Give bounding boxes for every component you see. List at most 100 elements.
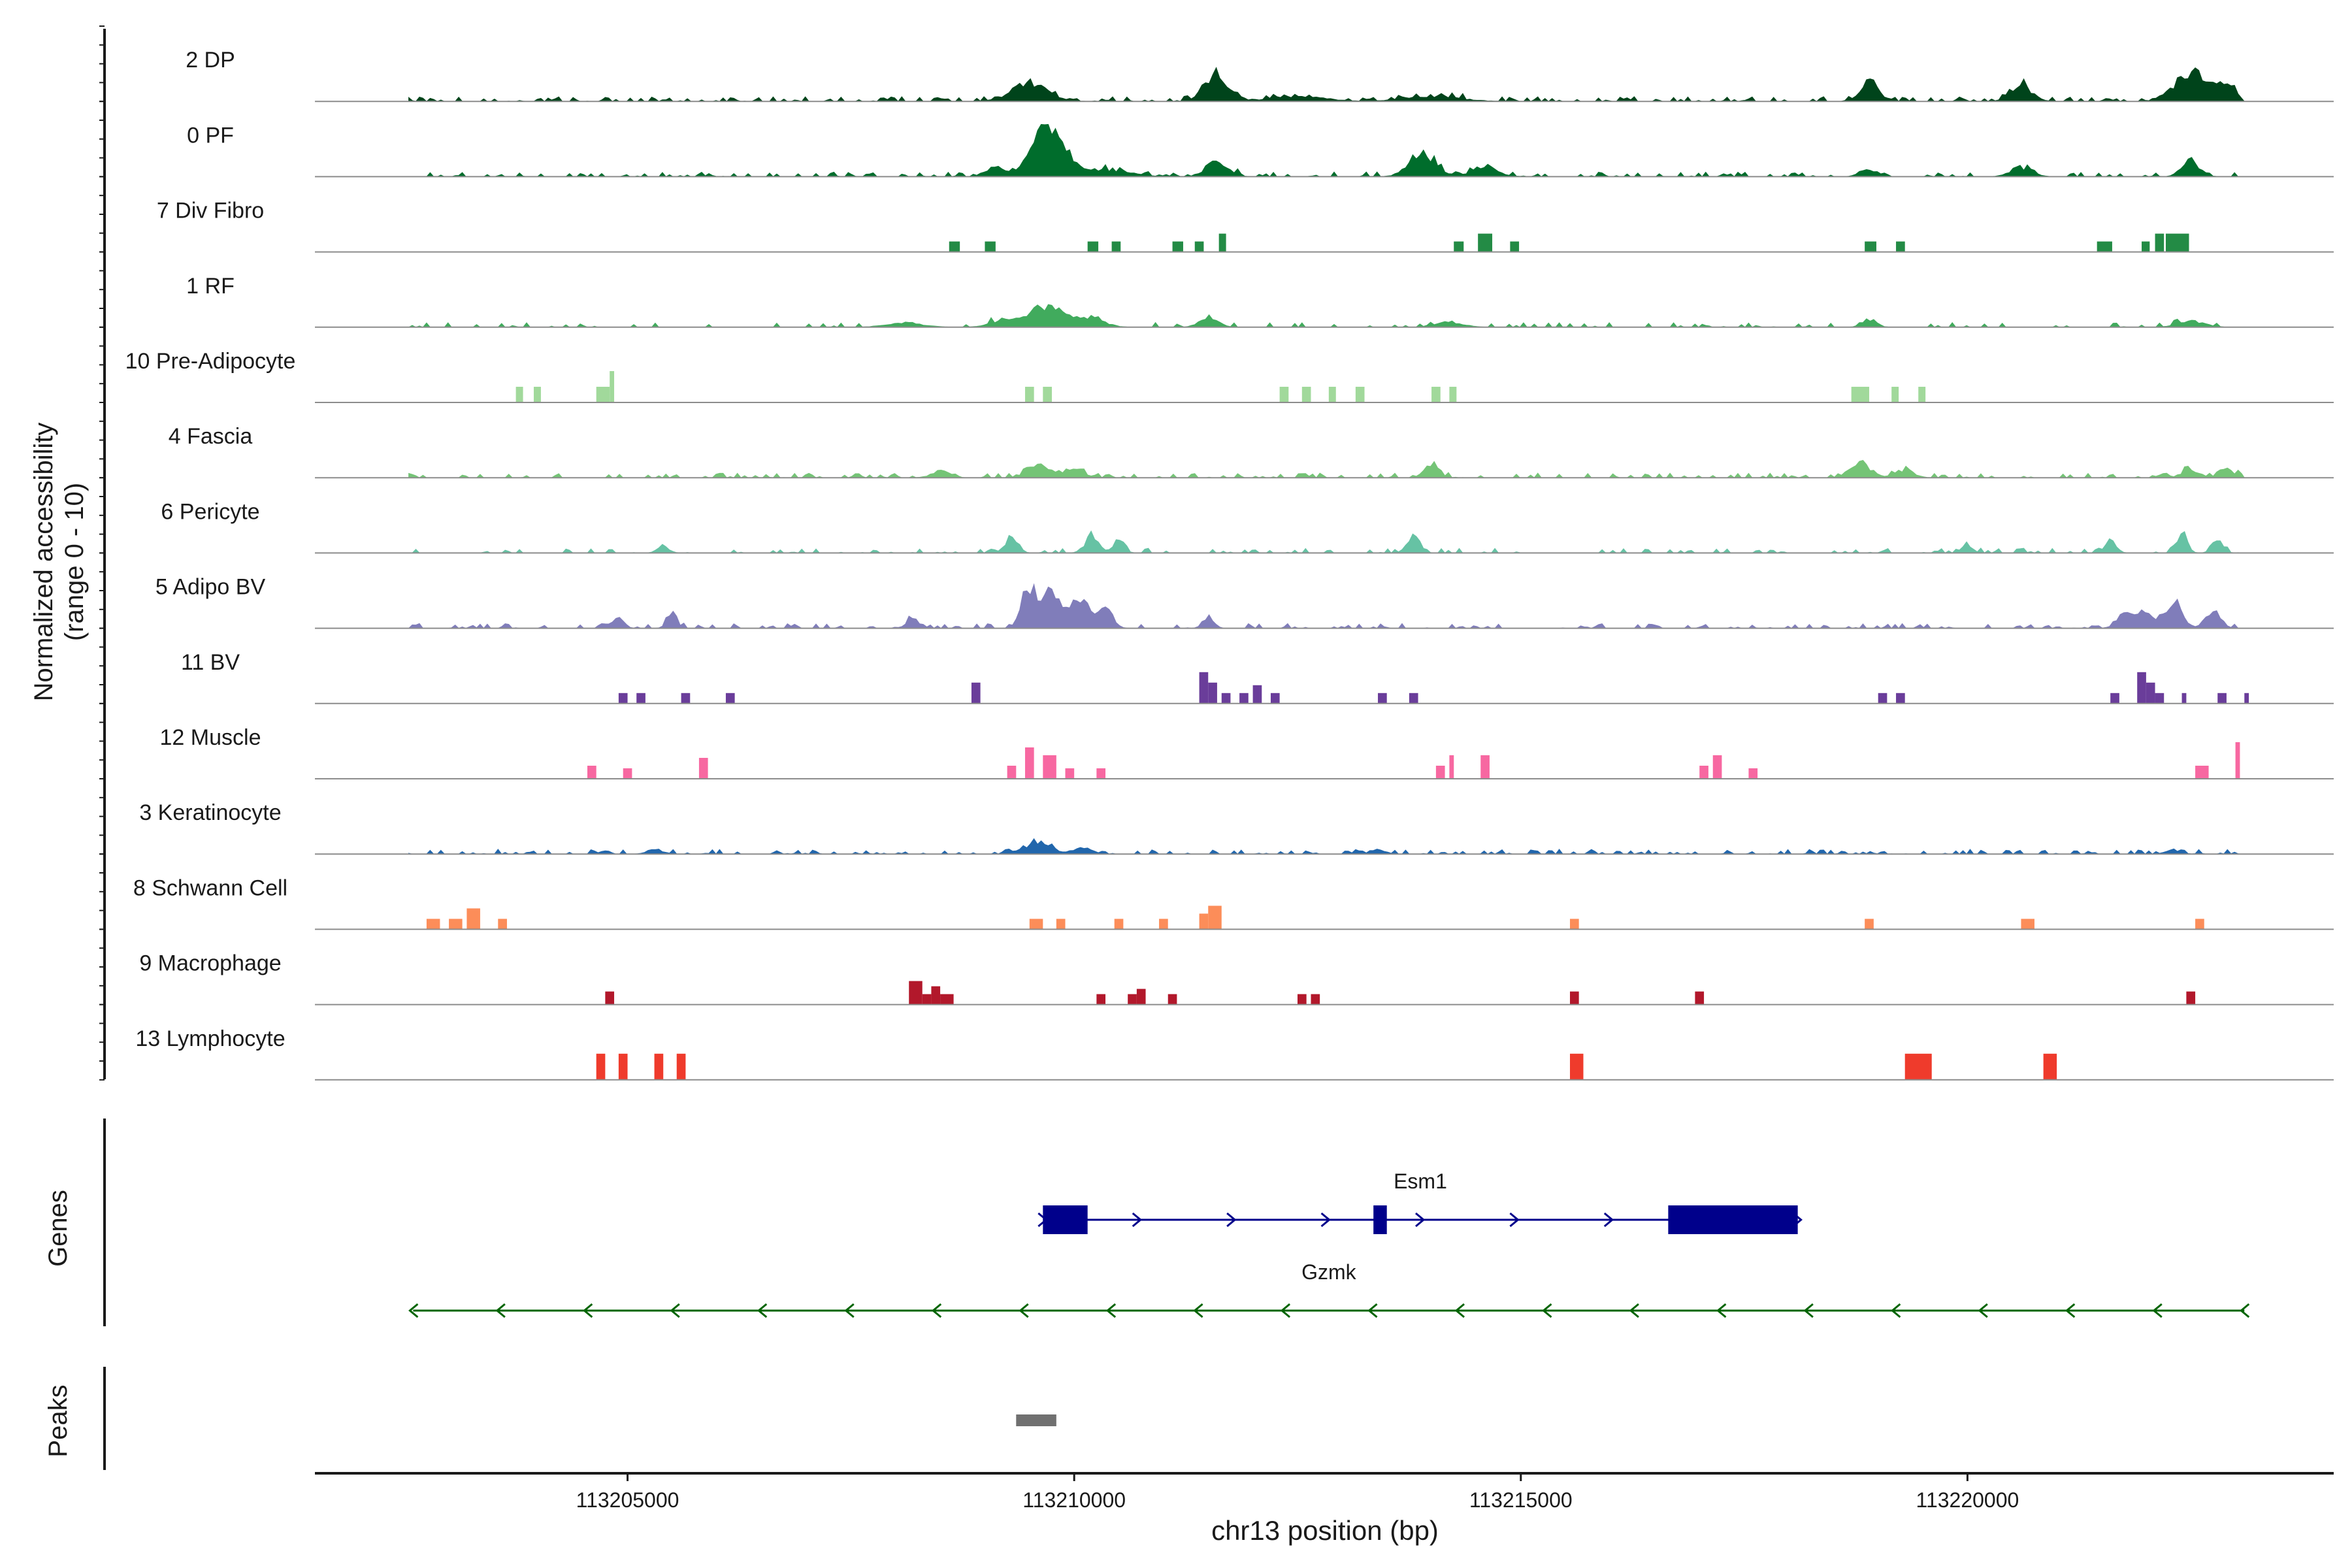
y-axis-title-line-1: Normalized accessibility xyxy=(29,423,58,702)
coverage-block xyxy=(1478,233,1493,252)
coverage-block xyxy=(2043,1053,2057,1080)
track-0-pf: 0 PF xyxy=(187,123,2334,178)
coverage-area xyxy=(408,304,2245,328)
coverage-block xyxy=(1208,906,1222,930)
coverage-block xyxy=(1431,387,1441,402)
coverage-block xyxy=(2186,991,2196,1005)
coverage-block xyxy=(1221,693,1231,704)
coverage-block xyxy=(2217,693,2227,704)
coverage-block xyxy=(1136,988,1146,1005)
coverage-block xyxy=(971,682,981,704)
strand-arrow xyxy=(2152,1303,2163,1318)
track-12-muscle: 12 Muscle xyxy=(160,725,2334,779)
strand-arrow xyxy=(1803,1303,1814,1318)
coverage-block xyxy=(1043,755,1056,779)
coverage-block xyxy=(1378,693,1387,704)
coverage-block xyxy=(949,241,960,252)
coverage-block xyxy=(909,981,923,1005)
coverage-block xyxy=(1056,919,1066,930)
coverage-block xyxy=(1454,241,1464,252)
coverage-block xyxy=(618,693,628,704)
coverage-block xyxy=(587,766,596,779)
strand-arrow xyxy=(2065,1303,2076,1318)
coverage-block xyxy=(681,693,691,704)
coverage-area xyxy=(408,838,2245,855)
track-label: 12 Muscle xyxy=(160,725,261,750)
strand-arrow xyxy=(1320,1212,1331,1228)
exon xyxy=(1373,1205,1387,1234)
track-label: 6 Pericyte xyxy=(161,499,259,524)
track-label: 4 Fascia xyxy=(169,424,253,449)
coverage-block xyxy=(1065,768,1075,779)
coverage-block xyxy=(610,371,615,402)
coverage-block xyxy=(623,768,632,779)
genes-layer: Esm1 Gzmk xyxy=(408,1169,2250,1318)
coverage-block xyxy=(1695,991,1705,1005)
coverage-block xyxy=(1128,994,1137,1005)
strand-arrow xyxy=(1280,1303,1291,1318)
strand-arrow xyxy=(1415,1212,1426,1228)
coverage-area xyxy=(408,67,2246,102)
strand-arrow xyxy=(1105,1303,1117,1318)
coverage-area xyxy=(408,123,2245,178)
coverage-block xyxy=(618,1053,628,1080)
exon xyxy=(1668,1205,1798,1234)
strand-arrow xyxy=(2239,1303,2250,1318)
coverage-block xyxy=(1865,241,1876,252)
coverage-block xyxy=(1409,693,1418,704)
strand-arrow xyxy=(1367,1303,1378,1318)
coverage-block xyxy=(1199,913,1209,930)
strand-arrow xyxy=(1603,1212,1614,1228)
coverage-block xyxy=(2195,919,2204,930)
coverage-block xyxy=(2165,233,2189,252)
track-7-div-fibro: 7 Div Fibro xyxy=(157,199,2334,253)
coverage-block xyxy=(1279,387,1289,402)
coverage-block xyxy=(605,991,615,1005)
coverage-block xyxy=(2142,241,2150,252)
x-tick-label: 113205000 xyxy=(576,1488,679,1512)
coverage-block xyxy=(1891,387,1899,402)
coverage-block xyxy=(1087,241,1099,252)
coverage-block xyxy=(1748,768,1758,779)
coverage-block xyxy=(1569,1053,1584,1080)
coverage-block xyxy=(1096,994,1106,1005)
x-axis-title: chr13 position (bp) xyxy=(1211,1515,1439,1546)
coverage-block xyxy=(2146,682,2155,704)
track-1-rf: 1 RF xyxy=(186,274,2334,328)
strand-arrow xyxy=(1454,1303,1465,1318)
coverage-block xyxy=(2137,672,2146,704)
strand-arrow xyxy=(1891,1303,1901,1318)
coverage-block xyxy=(1311,994,1320,1005)
strand-arrow xyxy=(1226,1212,1237,1228)
peak-region xyxy=(1016,1414,1056,1426)
coverage-block xyxy=(1355,387,1365,402)
track-label: 7 Div Fibro xyxy=(157,199,264,223)
coverage-block xyxy=(1480,755,1490,779)
coverage-block xyxy=(2155,233,2164,252)
coverage-area xyxy=(408,583,2245,629)
track-8-schwann-cell: 8 Schwann Cell xyxy=(133,875,2334,930)
coverage-block xyxy=(1043,387,1052,402)
track-5-adipo-bv: 5 Adipo BV xyxy=(155,575,2334,629)
coverage-block xyxy=(1569,991,1579,1005)
coverage-block xyxy=(1218,233,1226,252)
coverage-block xyxy=(1449,387,1457,402)
track-3-keratinocyte: 3 Keratinocyte xyxy=(139,800,2334,855)
coverage-block xyxy=(1270,693,1280,704)
coverage-block xyxy=(1569,919,1579,930)
track-6-pericyte: 6 Pericyte xyxy=(161,499,2334,554)
track-10-pre-adipocyte: 10 Pre-Adipocyte xyxy=(125,349,2334,403)
coverage-block xyxy=(1114,919,1124,930)
coverage-block xyxy=(2155,693,2164,704)
strand-arrow xyxy=(1542,1303,1552,1318)
coverage-block xyxy=(1168,994,1177,1005)
coverage-block xyxy=(2244,693,2249,704)
coverage-block xyxy=(426,919,440,930)
coverage-block xyxy=(931,986,941,1005)
coverage-block xyxy=(940,994,954,1005)
peaks-panel-title: Peaks xyxy=(44,1384,73,1457)
coverage-block xyxy=(2097,241,2112,252)
x-axis: 113205000 113210000 113215000 113220000 xyxy=(99,25,2334,1512)
